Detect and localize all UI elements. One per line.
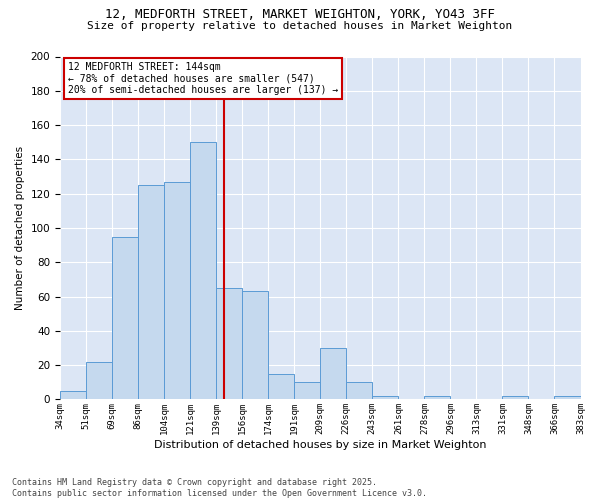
Bar <box>60 391 86 400</box>
Bar <box>502 396 529 400</box>
Bar <box>242 292 268 400</box>
Bar <box>164 182 190 400</box>
Y-axis label: Number of detached properties: Number of detached properties <box>15 146 25 310</box>
Bar <box>190 142 216 400</box>
Text: 12 MEDFORTH STREET: 144sqm
← 78% of detached houses are smaller (547)
20% of sem: 12 MEDFORTH STREET: 144sqm ← 78% of deta… <box>68 62 338 95</box>
Bar <box>112 236 138 400</box>
Bar <box>216 288 242 400</box>
Bar <box>320 348 346 400</box>
Bar <box>138 185 164 400</box>
Bar <box>346 382 373 400</box>
Bar <box>554 396 581 400</box>
Text: Size of property relative to detached houses in Market Weighton: Size of property relative to detached ho… <box>88 21 512 31</box>
Bar <box>86 362 112 400</box>
Bar <box>294 382 320 400</box>
Bar <box>424 396 451 400</box>
Bar <box>373 396 398 400</box>
Text: Contains HM Land Registry data © Crown copyright and database right 2025.
Contai: Contains HM Land Registry data © Crown c… <box>12 478 427 498</box>
X-axis label: Distribution of detached houses by size in Market Weighton: Distribution of detached houses by size … <box>154 440 487 450</box>
Text: 12, MEDFORTH STREET, MARKET WEIGHTON, YORK, YO43 3FF: 12, MEDFORTH STREET, MARKET WEIGHTON, YO… <box>105 8 495 20</box>
Bar <box>268 374 294 400</box>
